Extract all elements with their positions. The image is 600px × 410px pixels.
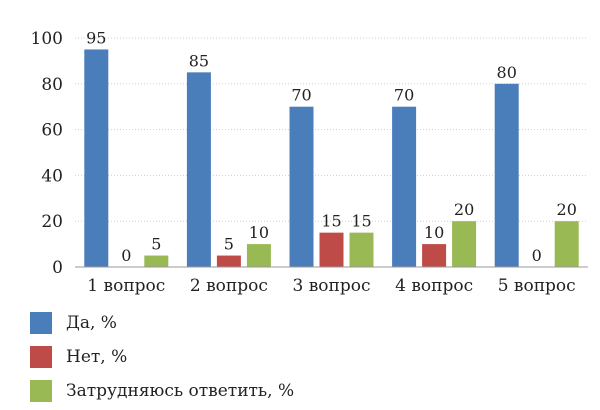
data-label: 5	[224, 235, 234, 254]
bar	[452, 221, 477, 267]
legend-item-zatrudnyayus: Затрудняюсь ответить, %	[30, 374, 294, 408]
data-label: 95	[86, 28, 106, 47]
bar	[349, 232, 374, 267]
legend-label-zatrudnyayus: Затрудняюсь ответить, %	[66, 381, 295, 401]
x-category-label: 4 вопрос	[395, 276, 473, 296]
y-axis-ticks: 0 20 40 60 80 100	[31, 29, 63, 278]
bar	[554, 221, 579, 267]
bar	[84, 49, 109, 268]
data-label: 0	[121, 246, 131, 265]
bar	[246, 244, 271, 267]
x-category-label: 5 вопрос	[498, 276, 576, 296]
legend-swatch-net	[30, 346, 52, 368]
bar	[422, 244, 447, 267]
x-category-label: 2 вопрос	[190, 276, 268, 296]
bar	[392, 106, 417, 267]
bar	[144, 255, 169, 267]
data-label: 70	[291, 86, 311, 105]
data-label: 5	[151, 235, 161, 254]
data-label: 10	[249, 223, 269, 242]
data-label: 70	[394, 86, 414, 105]
data-label: 0	[532, 246, 542, 265]
x-category-label: 1 вопрос	[87, 276, 165, 296]
data-labels: 95 0 5 85 5 10 70 15 15 70 10 20 80 0 20	[86, 28, 577, 265]
data-label: 15	[321, 212, 341, 231]
y-tick-label: 60	[41, 121, 63, 141]
legend-swatch-da	[30, 312, 52, 334]
legend: Да, % Нет, % Затрудняюсь ответить, %	[30, 306, 294, 408]
data-label: 10	[424, 223, 444, 242]
bars	[84, 49, 579, 268]
bar	[216, 255, 241, 267]
legend-item-net: Нет, %	[30, 340, 294, 374]
y-tick-label: 0	[52, 258, 63, 278]
y-tick-label: 80	[41, 75, 63, 95]
y-tick-label: 40	[41, 166, 63, 186]
legend-swatch-zatrudnyayus	[30, 380, 52, 402]
legend-item-da: Да, %	[30, 306, 294, 340]
data-label: 15	[351, 212, 371, 231]
y-tick-label: 100	[31, 29, 63, 49]
bar	[494, 83, 519, 267]
y-tick-label: 20	[41, 212, 63, 232]
bar	[186, 72, 211, 267]
bar	[319, 232, 344, 267]
data-label: 20	[557, 200, 577, 219]
x-category-label: 3 вопрос	[293, 276, 371, 296]
data-label: 20	[454, 200, 474, 219]
legend-label-net: Нет, %	[66, 347, 128, 367]
x-axis-categories: 1 вопрос 2 вопрос 3 вопрос 4 вопрос 5 вопрос	[87, 276, 575, 296]
data-label: 85	[189, 51, 209, 70]
legend-label-da: Да, %	[66, 313, 117, 333]
data-label: 80	[497, 63, 517, 82]
bar	[289, 106, 314, 267]
